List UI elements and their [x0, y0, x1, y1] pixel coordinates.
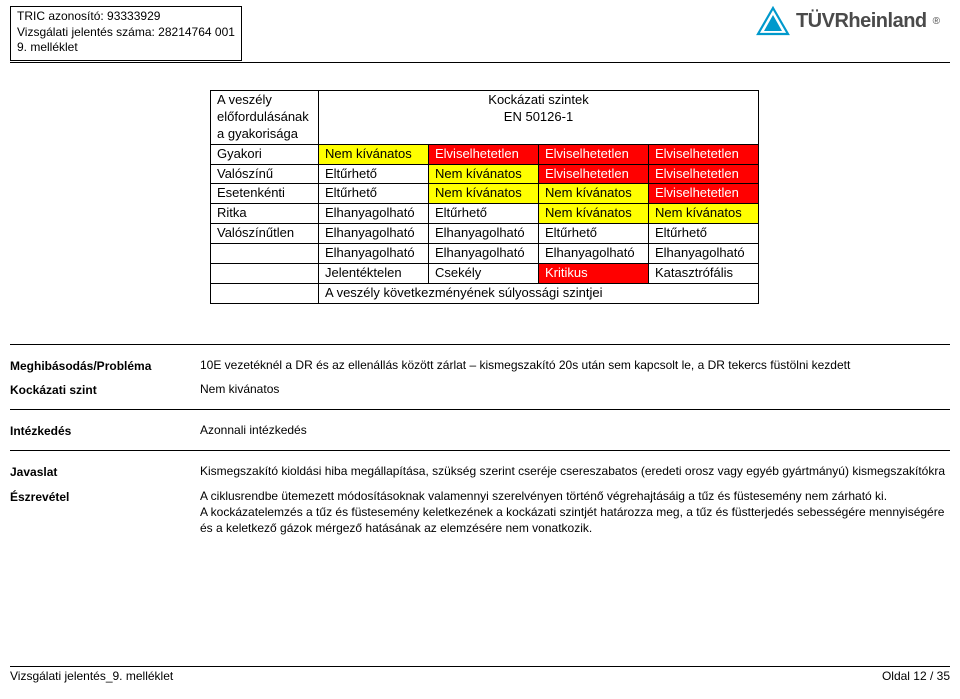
risk-cell: Elhanyagolható [319, 224, 429, 244]
risk-cell: Eltűrhető [649, 224, 759, 244]
risk-cell: Nem kívánatos [319, 144, 429, 164]
risk-cell: Elviselhetetlen [649, 144, 759, 164]
freq-cell: Valószínűtlen [211, 224, 319, 244]
tuv-reg-mark: ® [933, 16, 940, 27]
footer-left: Vizsgálati jelentés_9. melléklet [10, 669, 173, 683]
tuv-triangle-icon [756, 6, 790, 36]
label-problem: Meghibásodás/Probléma [10, 357, 194, 373]
risk-cell: Elhanyagolható [429, 244, 539, 264]
freq-cell [211, 244, 319, 264]
sep-0 [10, 344, 950, 345]
table-row: GyakoriNem kívánatosElviselhetetlenElvis… [211, 144, 759, 164]
table-row: ElhanyagolhatóElhanyagolhatóElhanyagolha… [211, 244, 759, 264]
risk-cell: Elviselhetetlen [649, 164, 759, 184]
risk-caption: A veszély következményének súlyossági sz… [319, 283, 759, 303]
table-row: JelentéktelenCsekélyKritikusKatasztrófál… [211, 264, 759, 284]
risk-cell: Elviselhetetlen [539, 164, 649, 184]
risk-caption-blank [211, 283, 319, 303]
risk-cell: Elhanyagolható [429, 224, 539, 244]
risk-cell: Nem kívánatos [539, 184, 649, 204]
risk-cell: Eltűrhető [319, 164, 429, 184]
risk-cell: Eltűrhető [539, 224, 649, 244]
risk-cell: Nem kívánatos [539, 204, 649, 224]
risk-cell: Nem kívánatos [429, 184, 539, 204]
label-suggestion: Javaslat [10, 463, 194, 479]
tuv-logo: TÜVRheinland ® [756, 6, 940, 36]
risk-cell: Katasztrófális [649, 264, 759, 284]
doc-id-line2: Vizsgálati jelentés száma: 28214764 001 [17, 25, 235, 41]
value-action: Azonnali intézkedés [200, 422, 950, 438]
label-remark: Észrevétel [10, 488, 194, 537]
risk-row-header: A veszély előfordulásának a gyakorisága [211, 91, 319, 145]
freq-cell: Esetenkénti [211, 184, 319, 204]
freq-cell [211, 264, 319, 284]
risk-row-header-l3: a gyakorisága [217, 126, 298, 141]
doc-id-line1: TRIC azonosító: 93333929 [17, 9, 235, 25]
value-suggestion: Kismegszakító kioldási hiba megállapítás… [200, 463, 950, 479]
page-footer: Vizsgálati jelentés_9. melléklet Oldal 1… [10, 666, 950, 683]
risk-merged-header-l1: Kockázati szintek [488, 92, 588, 107]
label-risk-level: Kockázati szint [10, 381, 194, 397]
doc-id-box: TRIC azonosító: 93333929 Vizsgálati jele… [10, 6, 242, 61]
table-row: EsetenkéntiEltűrhetőNem kívánatosNem kív… [211, 184, 759, 204]
header-divider [10, 62, 950, 63]
risk-row-header-l1: A veszély [217, 92, 272, 107]
risk-cell: Elhanyagolható [319, 244, 429, 264]
doc-id-line3: 9. melléklet [17, 40, 235, 56]
freq-cell: Valószínű [211, 164, 319, 184]
value-remark: A ciklusrendbe ütemezett módosításoknak … [200, 488, 950, 537]
risk-header-row: A veszély előfordulásának a gyakorisága … [211, 91, 759, 145]
risk-cell: Elviselhetetlen [429, 144, 539, 164]
value-risk-level: Nem kivánatos [200, 381, 950, 397]
risk-merged-header: Kockázati szintek EN 50126-1 [319, 91, 759, 145]
risk-cell: Eltűrhető [319, 184, 429, 204]
risk-matrix-table: A veszély előfordulásának a gyakorisága … [210, 90, 759, 304]
risk-cell: Elhanyagolható [649, 244, 759, 264]
risk-cell: Kritikus [539, 264, 649, 284]
sep-2 [10, 450, 950, 451]
freq-cell: Ritka [211, 204, 319, 224]
footer-right: Oldal 12 / 35 [882, 669, 950, 683]
table-row: RitkaElhanyagolhatóEltűrhetőNem kívánato… [211, 204, 759, 224]
risk-cell: Jelentéktelen [319, 264, 429, 284]
risk-caption-row: A veszély következményének súlyossági sz… [211, 283, 759, 303]
risk-cell: Eltűrhető [429, 204, 539, 224]
risk-cell: Nem kívánatos [429, 164, 539, 184]
risk-cell: Elhanyagolható [539, 244, 649, 264]
risk-row-header-l2: előfordulásának [217, 109, 309, 124]
freq-cell: Gyakori [211, 144, 319, 164]
risk-cell: Elviselhetetlen [649, 184, 759, 204]
risk-cell: Elviselhetetlen [539, 144, 649, 164]
risk-cell: Csekély [429, 264, 539, 284]
label-action: Intézkedés [10, 422, 194, 438]
tuv-brand-text: TÜVRheinland [796, 10, 927, 33]
risk-merged-header-l2: EN 50126-1 [504, 109, 573, 124]
sep-1 [10, 409, 950, 410]
table-row: ValószínűEltűrhetőNem kívánatosElviselhe… [211, 164, 759, 184]
details-section: Meghibásodás/Probléma 10E vezetéknél a D… [10, 340, 950, 536]
risk-cell: Elhanyagolható [319, 204, 429, 224]
table-row: ValószínűtlenElhanyagolhatóElhanyagolhat… [211, 224, 759, 244]
value-problem: 10E vezetéknél a DR és az ellenállás köz… [200, 357, 950, 373]
risk-cell: Nem kívánatos [649, 204, 759, 224]
